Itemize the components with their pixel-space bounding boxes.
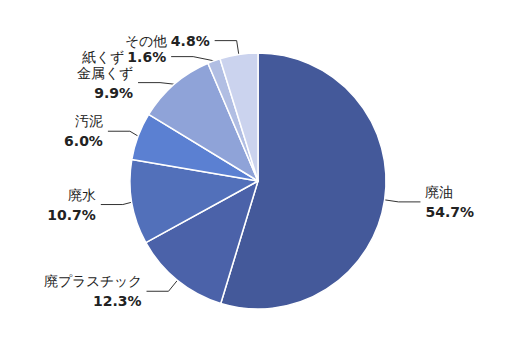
svg-text:12.3%: 12.3% [93,293,142,309]
svg-text:廃油: 廃油 [425,184,453,200]
svg-text:その他: その他 [125,33,167,49]
svg-text:54.7%: 54.7% [425,204,474,220]
svg-text:10.7%: 10.7% [47,207,96,223]
svg-text:9.9%: 9.9% [94,85,133,101]
svg-text:汚泥: 汚泥 [75,113,103,129]
svg-text:4.8%: 4.8% [171,33,210,49]
svg-text:1.6%: 1.6% [127,49,166,65]
svg-text:廃プラスチック: 廃プラスチック [44,273,142,289]
svg-text:6.0%: 6.0% [64,133,103,149]
svg-text:金属くず: 金属くず [77,65,133,81]
svg-text:紙くず: 紙くず [82,49,124,65]
svg-text:廃水: 廃水 [68,187,96,203]
